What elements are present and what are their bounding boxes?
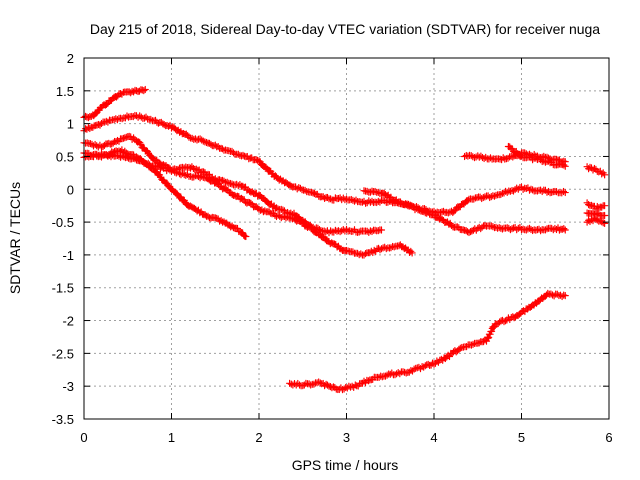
x-tick-label: 3 (343, 430, 350, 445)
x-tick-label: 5 (518, 430, 525, 445)
data-points (583, 209, 609, 220)
data-points (80, 146, 250, 241)
y-tick-label: 0.5 (56, 149, 74, 164)
data-points (583, 199, 609, 213)
data-points (583, 163, 609, 179)
data-points (360, 187, 569, 237)
data-points (504, 142, 569, 170)
grid (84, 58, 609, 419)
axes: -3.5 -3 -2.5 -2 -1.5 -1 -0.5 0 0.5 1 1.5 2 0 1 2 3 4 5 6 (52, 51, 613, 445)
series-track-3 (80, 132, 386, 237)
y-tick-label: -1.5 (52, 281, 74, 296)
chart-title: Day 215 of 2018, Sidereal Day-to-day VTE… (90, 21, 600, 37)
y-tick-label: -0.5 (52, 215, 74, 230)
series-track-8 (504, 142, 569, 170)
series-track-11 (583, 199, 609, 213)
series-layer (80, 85, 609, 394)
x-axis-label: GPS time / hours (292, 457, 399, 473)
y-tick-label: -1 (62, 248, 74, 263)
y-tick-label: 2 (67, 51, 74, 66)
y-axis-label: SDTVAR / TECUs (7, 182, 23, 294)
series-track-10 (583, 163, 609, 179)
series-track-13 (583, 209, 609, 220)
series-track-12 (583, 214, 609, 228)
y-tick-label: -2 (62, 314, 74, 329)
y-tick-label: 0 (67, 182, 74, 197)
y-tick-label: -3 (62, 379, 74, 394)
series-track-6 (360, 187, 569, 237)
y-tick-label: 1 (67, 117, 74, 132)
x-tick-label: 0 (80, 430, 87, 445)
data-points (583, 214, 609, 228)
data-points (286, 289, 569, 394)
data-points (80, 132, 386, 237)
series-track-9 (286, 289, 569, 394)
y-tick-label: -3.5 (52, 412, 74, 427)
x-tick-label: 1 (168, 430, 175, 445)
x-tick-label: 4 (430, 430, 437, 445)
y-tick-label: 1.5 (56, 84, 74, 99)
x-tick-label: 2 (255, 430, 262, 445)
series-track-4 (80, 146, 250, 241)
y-tick-label: -2.5 (52, 346, 74, 361)
x-tick-label: 6 (605, 430, 612, 445)
